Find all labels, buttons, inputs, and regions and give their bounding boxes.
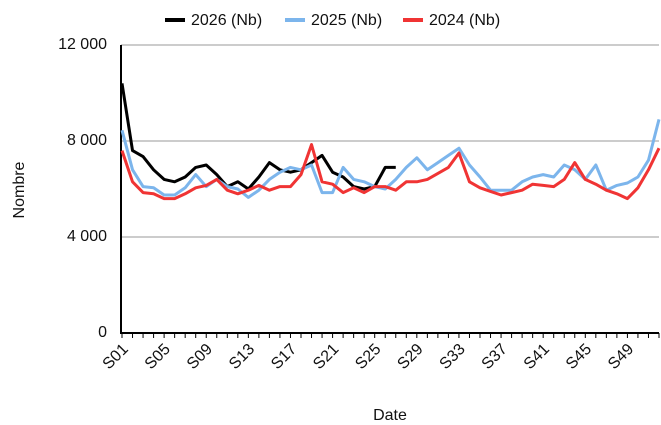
- y-axis-label: Nombre: [11, 161, 28, 218]
- y-tick-label: 8 000: [67, 132, 107, 149]
- x-tick-label: S21: [310, 341, 342, 373]
- x-tick-label: S37: [479, 341, 511, 373]
- x-tick-label: S13: [226, 341, 258, 373]
- x-tick-label: S29: [394, 341, 426, 373]
- legend-label: 2025 (Nb): [311, 12, 382, 29]
- x-tick-label: S09: [184, 341, 216, 373]
- legend-label: 2026 (Nb): [191, 12, 262, 29]
- y-tick-label: 4 000: [67, 228, 107, 245]
- y-tick-label: 0: [98, 324, 107, 341]
- x-tick-label: S45: [563, 341, 595, 373]
- x-tick-label: S05: [142, 341, 174, 373]
- x-tick-label: S01: [100, 341, 132, 373]
- x-tick-label: S17: [268, 341, 300, 373]
- x-tick-label: S49: [605, 341, 637, 373]
- y-tick-label: 12 000: [58, 36, 107, 53]
- series-line: [120, 143, 661, 201]
- x-tick-label: S25: [352, 341, 384, 373]
- legend-label: 2024 (Nb): [429, 12, 500, 29]
- x-axis-label: Date: [373, 407, 407, 424]
- series-line: [120, 83, 396, 191]
- x-tick-label: S41: [521, 341, 553, 373]
- x-tick-label: S33: [437, 341, 469, 373]
